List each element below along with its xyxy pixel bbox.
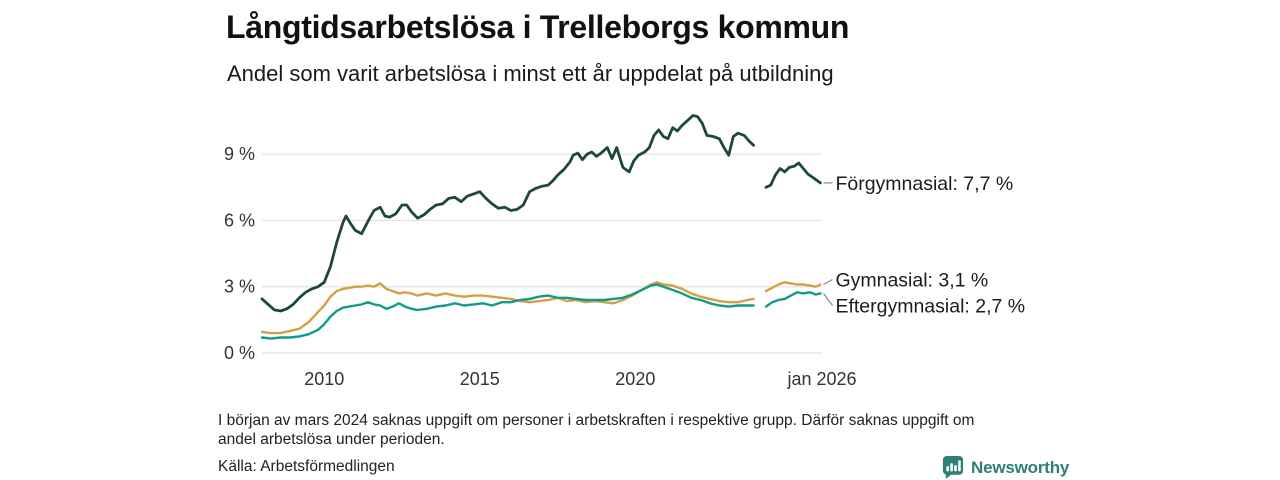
series-end-label-gymnasial: Gymnasial: 3,1 % <box>835 270 988 292</box>
newsworthy-chart-bubble-icon <box>942 456 964 479</box>
series-line-förgymnasial <box>764 161 822 189</box>
y-tick-label: 3 % <box>224 277 255 297</box>
footnote-line-1: I början av mars 2024 saknas uppgift om … <box>218 412 975 429</box>
unemployment-line-chart: 0 % 3 % 6 % 9 % 2010 2015 2020 jan 2026 Förgymna… <box>224 114 1025 389</box>
newsworthy-wordmark: Newsworthy <box>971 457 1070 477</box>
label-connector <box>823 278 833 286</box>
series-line-förgymnasial <box>260 114 755 313</box>
series-line-gymnasial <box>764 281 822 293</box>
footnote-line-2: andel arbetslösa under perioden. <box>218 430 445 448</box>
series-line-eftergymnasial <box>260 283 755 340</box>
series-end-label-förgymnasial: Förgymnasial: 7,7 % <box>835 173 1013 195</box>
chart-footnote: I början av mars 2024 saknas uppgift om … <box>218 412 1058 449</box>
x-tick-label: 2020 <box>615 369 655 389</box>
x-tick-label: jan 2026 <box>786 369 856 389</box>
x-tick-label: 2010 <box>304 369 344 389</box>
series-line-gymnasial <box>260 281 755 335</box>
page-title: Långtidsarbetslösa i Trelleborgs kommun <box>226 9 850 45</box>
y-tick-label: 9 % <box>224 144 255 164</box>
series-end-label-eftergymnasial: Eftergymnasial: 2,7 % <box>835 295 1025 317</box>
x-tick-label: 2015 <box>460 369 500 389</box>
page-subtitle: Andel som varit arbetslösa i minst ett å… <box>227 61 834 86</box>
label-connector <box>822 292 833 306</box>
y-tick-label: 6 % <box>224 210 255 230</box>
series-line-eftergymnasial <box>764 291 822 308</box>
newsworthy-logo: Newsworthy <box>941 455 1069 480</box>
y-tick-label: 0 % <box>224 343 255 363</box>
source-note: Källa: Arbetsförmedlingen <box>218 458 395 475</box>
